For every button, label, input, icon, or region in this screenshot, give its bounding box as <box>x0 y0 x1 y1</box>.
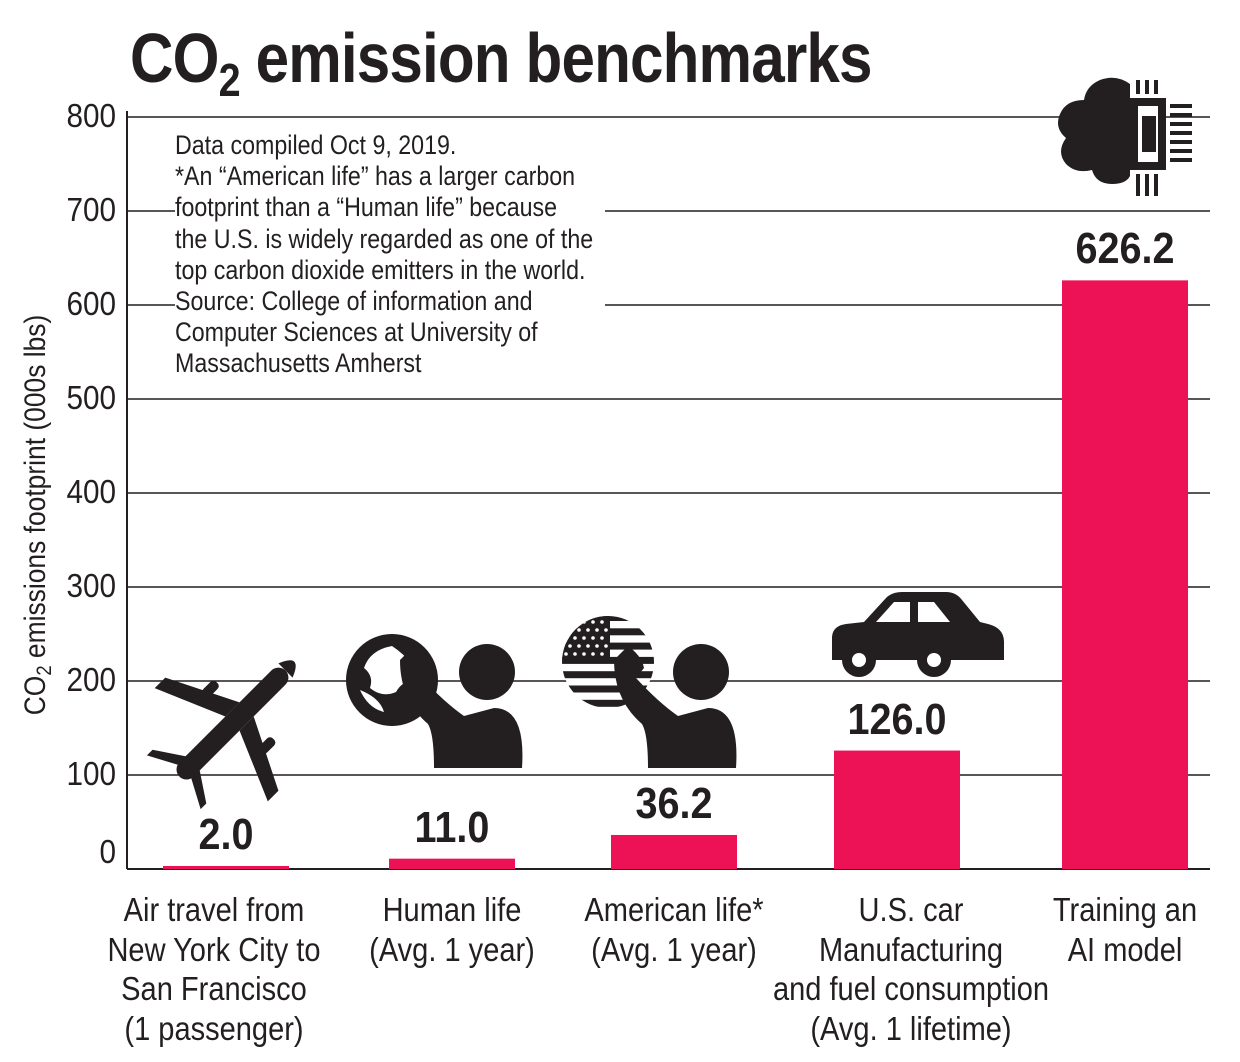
category-line: AI model <box>1067 930 1183 968</box>
flag-star <box>573 620 577 624</box>
bar-value-label: 11.0 <box>414 802 490 852</box>
note-line: Massachusetts Amherst <box>175 348 422 379</box>
category-line: and fuel consumption <box>772 970 1050 1007</box>
y-tick-label: 0 <box>99 833 116 870</box>
car-icon <box>832 592 1004 677</box>
chip-pin <box>1154 174 1158 196</box>
category-line: (Avg. 1 year) <box>369 930 535 968</box>
flag-star <box>564 636 568 640</box>
category-line: New York City to <box>107 930 321 968</box>
bar <box>834 750 960 869</box>
flag-star <box>582 636 586 640</box>
flag-star <box>586 628 590 632</box>
note-line: top carbon dioxide emitters in the world… <box>175 254 586 285</box>
airplane-icon <box>146 660 296 810</box>
flag-star <box>595 644 599 648</box>
category-line: (Avg. 1 year) <box>591 930 757 968</box>
x-category-label: Training an AI model <box>984 890 1240 969</box>
y-tick-label: 700 <box>66 191 116 228</box>
category-line: U.S. car <box>858 891 964 928</box>
flag-star <box>577 628 581 632</box>
flag-star <box>577 644 581 648</box>
flag-star <box>600 652 604 656</box>
flag-star <box>586 644 590 648</box>
bar <box>163 866 289 869</box>
flag-star <box>564 620 568 624</box>
chip-pin <box>1145 174 1149 196</box>
y-axis-label: CO2 emissions footprint (000s lbs) <box>19 314 56 716</box>
category-line: San Francisco <box>121 970 307 1007</box>
bar <box>611 834 737 869</box>
category-line: (Avg. 1 lifetime) <box>810 1009 1012 1047</box>
category-line: American life* <box>584 891 764 928</box>
bar-value-label: 126.0 <box>847 694 947 744</box>
y-tick-label: 500 <box>66 379 116 416</box>
chip-pin <box>1136 80 1140 94</box>
flag-star <box>582 620 586 624</box>
note-line: Computer Sciences at University of <box>175 317 538 348</box>
chart-title: CO2 emission benchmarks <box>130 19 872 106</box>
y-tick-label: 400 <box>66 473 116 510</box>
bar <box>389 858 515 869</box>
flag-star <box>604 628 608 632</box>
chip-pin <box>1170 131 1192 135</box>
flag-star <box>573 652 577 656</box>
y-tick-label: 800 <box>66 97 116 134</box>
bar <box>1062 280 1188 869</box>
bar-value-label: 626.2 <box>1075 224 1175 274</box>
flag-stripe <box>562 685 654 693</box>
chip-pin <box>1170 140 1192 144</box>
flag-star <box>573 636 577 640</box>
chip-pin <box>1170 158 1192 162</box>
icons <box>146 77 1192 810</box>
bar-value-label: 2.0 <box>198 810 254 859</box>
y-tick-label: 300 <box>66 567 116 604</box>
x-category-label: U.S. car Manufacturing and fuel consumptio… <box>770 890 1052 1048</box>
chip-pin <box>1170 149 1192 153</box>
category-line: Manufacturing <box>818 930 1004 968</box>
flag-star <box>595 628 599 632</box>
flag-star <box>582 652 586 656</box>
y-tick-label: 200 <box>66 661 116 698</box>
flag-star <box>600 636 604 640</box>
person-us-flag-icon <box>562 616 737 768</box>
note-line: footprint than a “Human life” because <box>175 192 558 223</box>
category-line: Training an <box>1052 891 1198 928</box>
cloud-chip-icon <box>1058 77 1192 196</box>
y-tick-label: 600 <box>66 285 116 322</box>
bars <box>163 280 1188 869</box>
flag-star <box>564 652 568 656</box>
flag-star <box>600 620 604 624</box>
chip-pin <box>1170 113 1192 117</box>
note-line: Data compiled Oct 9, 2019. <box>175 130 457 160</box>
x-category-label: American life* (Avg. 1 year) <box>533 890 815 969</box>
chip-pin <box>1170 104 1192 108</box>
x-category-label: Human life (Avg. 1 year) <box>311 890 593 969</box>
category-line: Air travel from <box>123 891 305 928</box>
flag-star <box>604 644 608 648</box>
source-note: Data compiled Oct 9, 2019. *An “American… <box>175 130 605 380</box>
flag-star <box>591 652 595 656</box>
flag-stripe <box>562 671 654 679</box>
bar-value-label: 36.2 <box>635 778 713 828</box>
flag-stripe <box>562 699 654 707</box>
chip-pin <box>1154 80 1158 94</box>
flag-star <box>591 620 595 624</box>
chip-pin <box>1170 122 1192 126</box>
note-line: the U.S. is widely regarded as one of th… <box>175 223 594 254</box>
flag-star <box>568 644 572 648</box>
flag-star <box>568 628 572 632</box>
note-line: *An “American life” has a larger carbon <box>175 161 576 192</box>
x-category-label: Air travel from New York City to San Franc… <box>73 890 355 1048</box>
chip-pin <box>1145 80 1149 94</box>
person-globe-icon <box>346 634 523 768</box>
flag-stripe <box>562 656 654 664</box>
chip-pin <box>1136 174 1140 196</box>
note-line: Source: College of information and <box>175 286 533 317</box>
flag-star <box>591 636 595 640</box>
category-line: Human life <box>382 891 522 928</box>
category-line: (1 passenger) <box>124 1009 304 1047</box>
y-tick-label: 100 <box>66 755 116 792</box>
